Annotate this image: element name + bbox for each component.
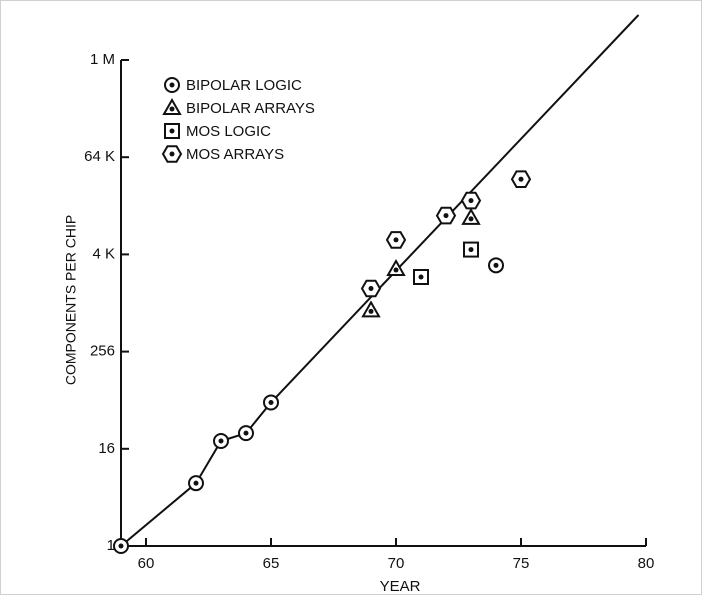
x-tick-label: 65: [263, 555, 280, 572]
marker-hexagon: [161, 145, 183, 163]
marker-circle: [188, 475, 204, 492]
marker-circle: [113, 538, 129, 554]
marker-square: [463, 241, 479, 258]
marker-dot: [393, 267, 399, 273]
y-tick-label: 256: [90, 343, 115, 360]
x-tick-label: 60: [138, 555, 155, 572]
marker-circle: [213, 432, 229, 449]
x-axis-label: YEAR: [380, 578, 421, 595]
legend-label: MOS ARRAYS: [186, 146, 284, 163]
y-tick-label: 1 M: [90, 51, 115, 68]
marker-dot: [493, 262, 499, 268]
marker-dot: [393, 237, 399, 243]
marker-dot: [169, 82, 175, 88]
legend-label: BIPOLAR ARRAYS: [186, 100, 315, 117]
marker-circle: [238, 425, 254, 442]
marker-triangle: [162, 97, 182, 115]
marker-square: [413, 268, 429, 285]
marker-dot: [243, 430, 249, 436]
marker-dot: [468, 247, 474, 253]
marker-circle: [263, 394, 279, 411]
trend-line: [120, 14, 640, 547]
marker-hexagon: [435, 206, 457, 225]
marker-dot: [368, 285, 374, 291]
marker-dot: [418, 274, 424, 280]
marker-triangle: [461, 207, 481, 225]
x-tick-label: 70: [388, 555, 405, 572]
marker-dot: [118, 543, 124, 549]
y-tick-label: 4 K: [92, 245, 115, 262]
marker-dot: [443, 213, 449, 219]
marker-hexagon: [385, 231, 407, 249]
marker-hexagon: [360, 279, 382, 298]
marker-dot: [169, 128, 175, 134]
y-tick-label: 64 K: [84, 148, 115, 165]
x-tick-label: 80: [638, 555, 655, 572]
legend-label: BIPOLAR LOGIC: [186, 77, 302, 94]
marker-dot: [468, 216, 474, 222]
marker-dot: [368, 308, 374, 314]
marker-triangle: [361, 300, 381, 318]
y-axis-label: COMPONENTS PER CHIP: [63, 215, 79, 385]
marker-dot: [518, 176, 524, 182]
marker-dot: [193, 480, 199, 486]
marker-dot: [169, 151, 175, 157]
marker-hexagon: [460, 191, 482, 210]
marker-dot: [468, 198, 474, 204]
marker-square: [164, 123, 180, 139]
y-tick-label: 1: [107, 537, 115, 554]
marker-circle: [164, 77, 180, 93]
marker-triangle: [386, 258, 406, 277]
marker-dot: [218, 438, 224, 444]
x-tick-label: 75: [513, 555, 530, 572]
marker-dot: [268, 399, 274, 405]
marker-circle: [488, 257, 504, 274]
legend-label: MOS LOGIC: [186, 123, 271, 140]
marker-hexagon: [510, 170, 532, 188]
marker-dot: [169, 106, 175, 112]
y-tick-label: 16: [98, 440, 115, 457]
